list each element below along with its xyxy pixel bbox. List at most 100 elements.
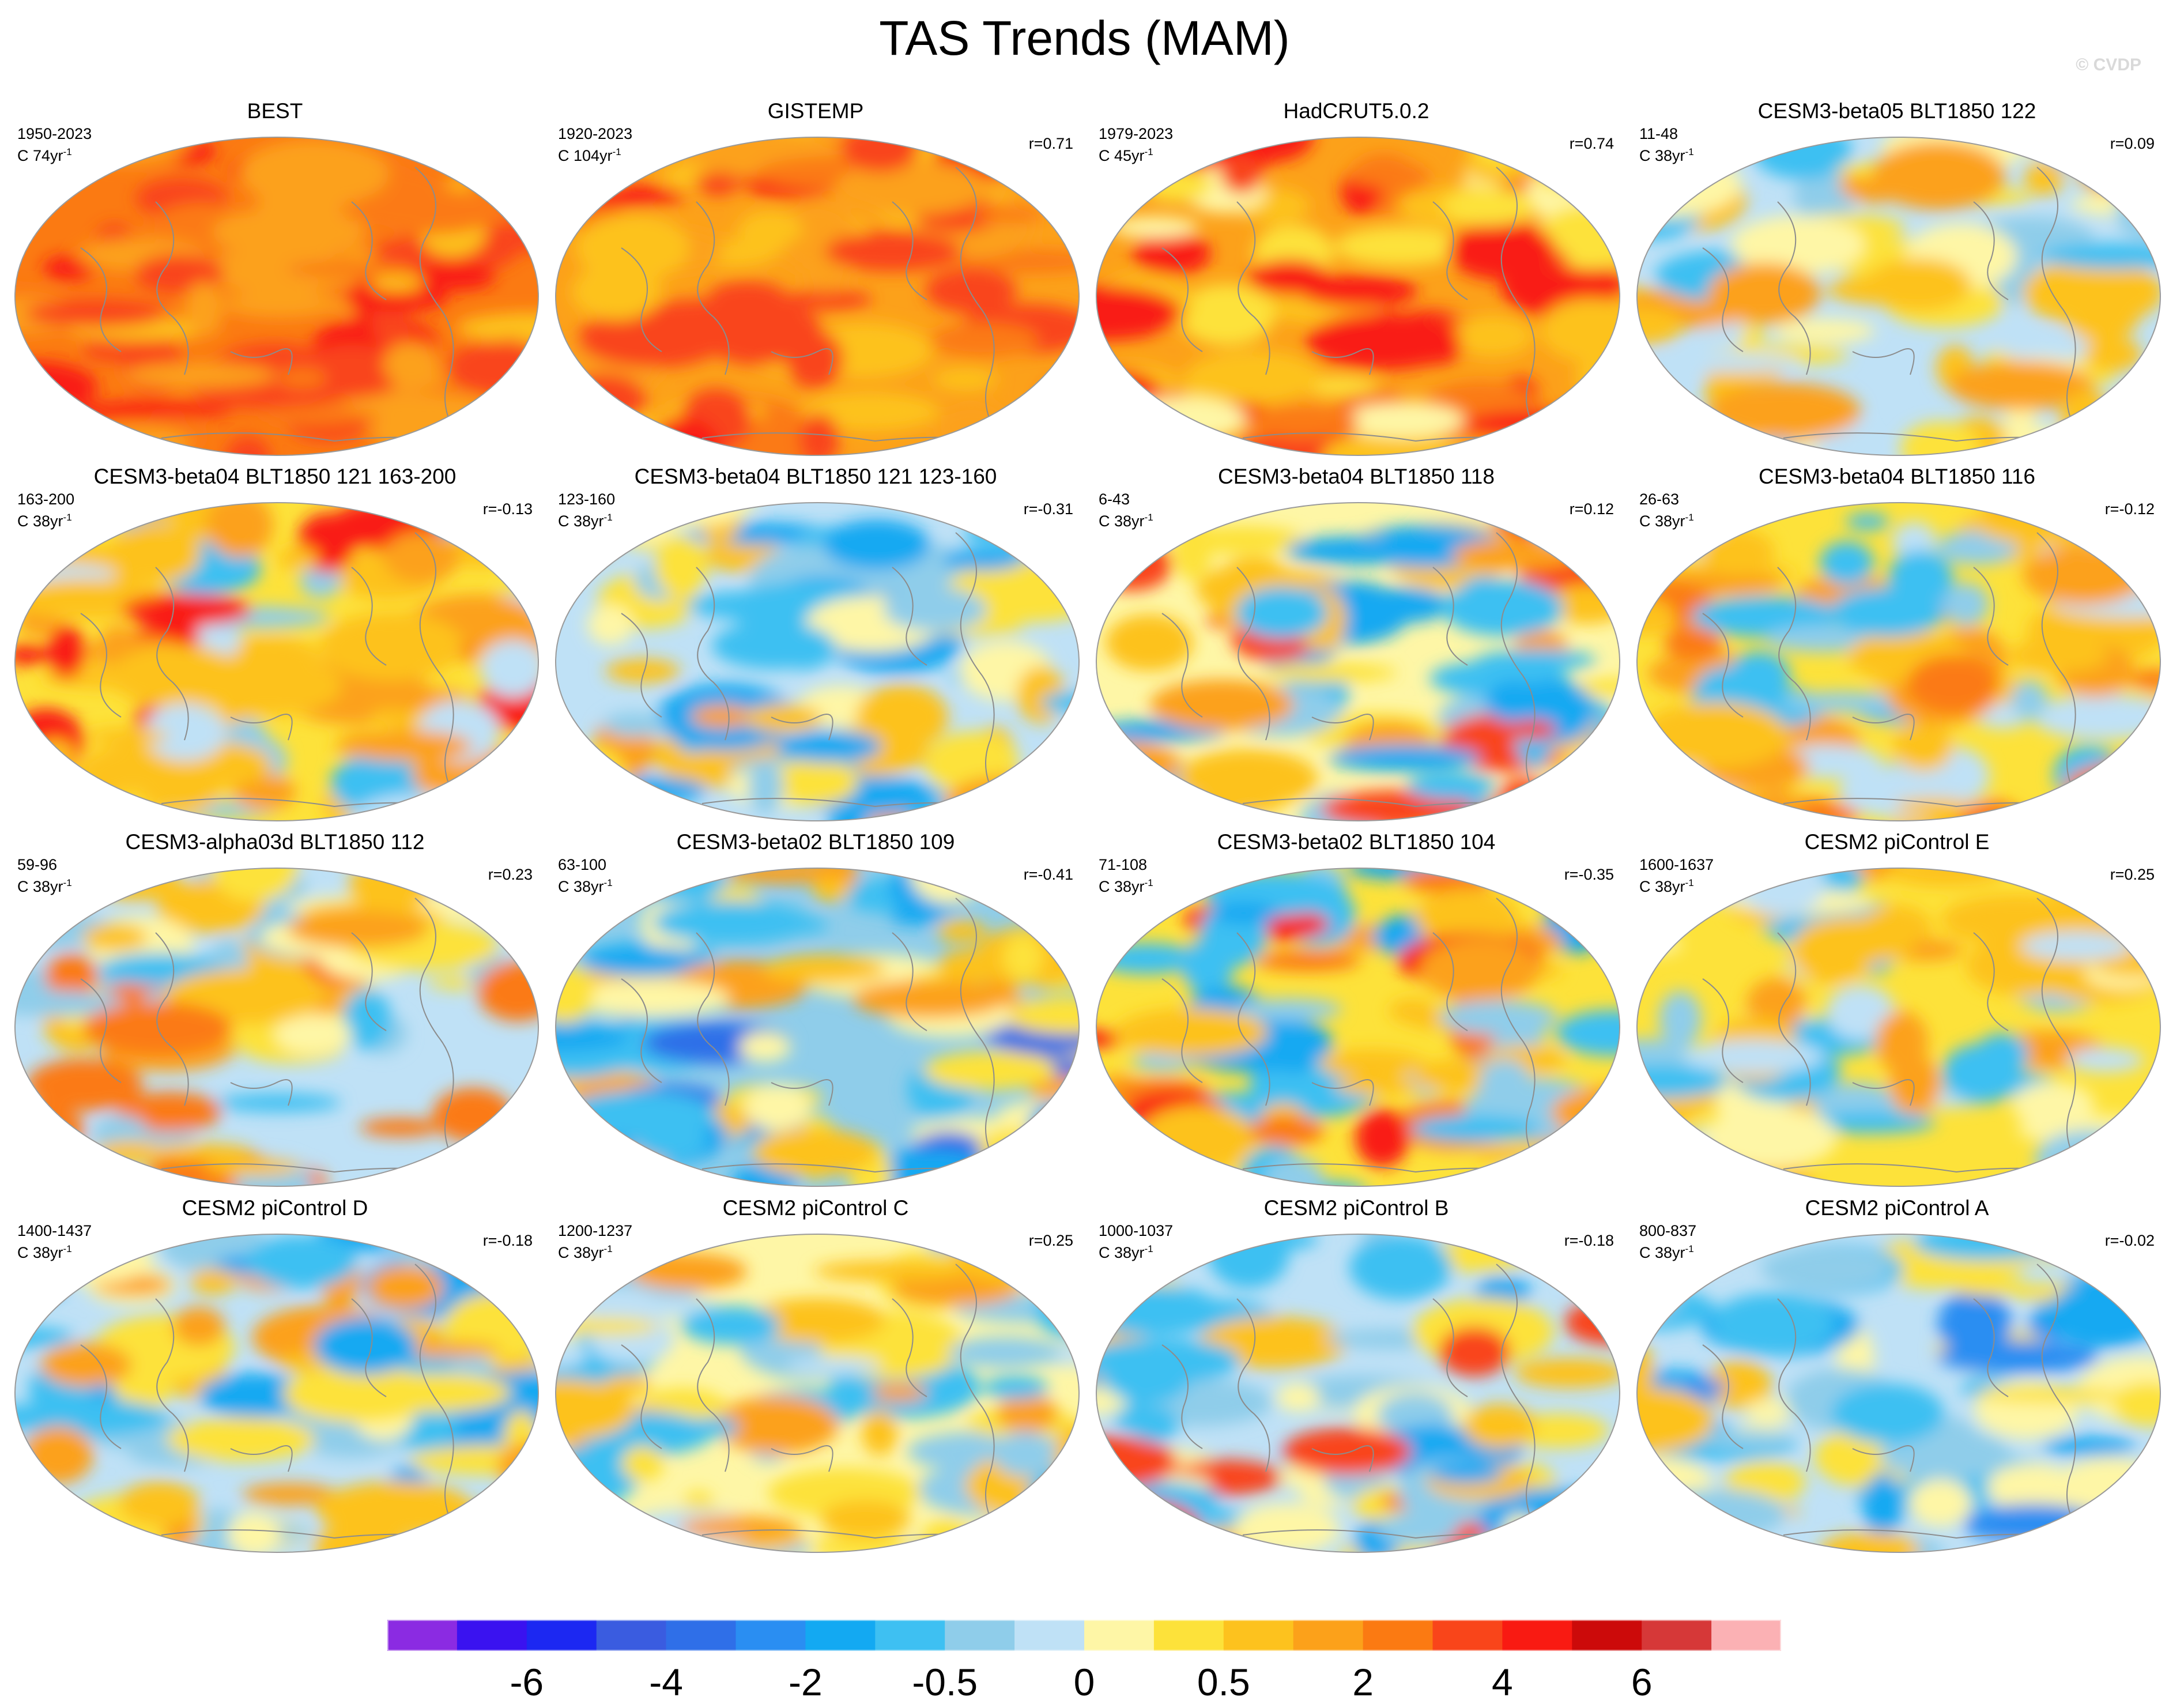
field-blob: [1819, 1532, 1921, 1552]
panel-years: 1200-1237: [558, 1222, 633, 1239]
coastline: [892, 932, 927, 1031]
field-blob: [1659, 991, 1702, 1047]
coastline: [1236, 567, 1270, 741]
panel-title: HadCRUT5.0.2: [1283, 99, 1429, 123]
coastline: [351, 932, 387, 1031]
field-blob: [982, 1234, 1079, 1257]
panel-title: CESM3-beta04 BLT1850 116: [1759, 465, 2035, 488]
field-blob: [1706, 1360, 1772, 1409]
field-blob: [560, 746, 626, 807]
field-blob: [360, 1118, 442, 1137]
field-blob: [1439, 1000, 1558, 1035]
field-blob: [1908, 1479, 1972, 1526]
field-blob: [1096, 1339, 1240, 1383]
field-blob: [620, 504, 676, 544]
coastline: [1432, 1298, 1468, 1397]
field-blob: [1173, 514, 1212, 581]
field-blob: [428, 419, 538, 455]
coastline: [230, 714, 293, 741]
field-blob: [983, 1376, 1048, 1399]
map-panel: CESM3-beta04 BLT1850 121 123-160 123-160 C…: [548, 465, 1084, 822]
panel-length-value: C 38yr: [17, 512, 63, 530]
field-blob: [1463, 148, 1536, 183]
field-blob: [752, 1129, 878, 1176]
field-blob: [483, 1166, 538, 1186]
field-blob: [1647, 353, 1801, 372]
map-panel: CESM2 piControl A 800-837 C 38yr-1 r=-0.02: [1629, 1196, 2165, 1554]
map-border: [1096, 502, 1620, 821]
colorbar-box: [1711, 1620, 1781, 1651]
colorbar-box: [1084, 1620, 1155, 1651]
field-blob: [748, 1298, 885, 1343]
field-blob: [99, 625, 136, 665]
panel-correlation: r=-0.18: [1564, 1232, 1614, 1249]
panel-years: 11-48: [1639, 125, 1678, 142]
field-blob: [448, 137, 538, 163]
field-blob: [1708, 383, 1861, 440]
field-blob: [2117, 1237, 2160, 1302]
field-blob: [556, 185, 688, 207]
field-blob: [71, 402, 233, 418]
panel-period: 1920-2023 C 104yr-1: [558, 125, 632, 165]
colorbar-box: [1363, 1620, 1433, 1651]
panel-correlation: r=0.25: [2110, 866, 2155, 883]
coastline: [1236, 932, 1270, 1106]
field-blob: [603, 1375, 651, 1394]
field-blob: [556, 1145, 655, 1162]
field-blob: [212, 868, 298, 902]
coastline: [351, 201, 387, 300]
coastline: [955, 1264, 997, 1530]
field-blob: [1100, 749, 1136, 795]
field-blob: [1023, 523, 1071, 556]
coastline: [155, 932, 189, 1106]
field-blob: [1453, 1539, 1563, 1552]
panel-length-value: C 38yr: [1099, 878, 1145, 895]
field-blob: [1299, 275, 1418, 307]
field-blob: [86, 728, 169, 744]
field-blob: [745, 1084, 810, 1131]
colorbar-tick-label: -0.5: [912, 1661, 978, 1703]
field-blob: [1545, 892, 1620, 920]
field-blob: [823, 519, 930, 570]
map-border: [14, 502, 539, 821]
panel-period: 1600-1637 C 38yr-1: [1639, 855, 1714, 896]
field-blob: [925, 268, 1017, 313]
panel-correlation: r=-0.41: [1023, 866, 1073, 883]
trend-map: [1096, 1234, 1620, 1553]
field-blob: [1644, 1489, 1786, 1539]
field-blob: [1727, 651, 1790, 699]
field-blob: [1142, 804, 1246, 821]
field-blob: [23, 1426, 93, 1484]
field-blob: [300, 564, 341, 598]
field-blob: [991, 137, 1051, 172]
panel-years: 123-160: [558, 491, 616, 508]
field-blob: [1263, 663, 1397, 683]
trend-map: [555, 137, 1080, 456]
field-blob: [1096, 1234, 1154, 1273]
coastline: [696, 1298, 730, 1472]
panel-length: C 38yr-1: [1639, 1240, 1696, 1262]
panel-length-value: C 38yr: [17, 878, 63, 895]
field-blob: [2021, 932, 2133, 960]
panel-years: 26-63: [1639, 491, 1680, 508]
field-blob: [568, 137, 606, 164]
colorbar-box: [1502, 1620, 1572, 1651]
panel-period: 6-43 C 38yr-1: [1099, 490, 1153, 530]
field-blob: [814, 1261, 970, 1281]
field-blob: [367, 1265, 443, 1309]
field-blob: [2131, 669, 2160, 690]
field-blob: [689, 1417, 740, 1437]
field-blob: [563, 1091, 715, 1139]
field-blob: [432, 1088, 513, 1142]
field-blob: [1565, 790, 1613, 821]
panel-years: 1000-1037: [1099, 1222, 1174, 1239]
panel-period: 1200-1237 C 38yr-1: [558, 1221, 632, 1262]
field-blob: [283, 1365, 437, 1423]
field-blob: [937, 949, 1001, 984]
field-blob: [1096, 1178, 1134, 1186]
field-blob: [1140, 802, 1193, 821]
colorbar-box: [1293, 1620, 1364, 1651]
field-blob: [402, 137, 538, 152]
panel-length-exponent: -1: [63, 512, 72, 523]
field-blob: [1476, 650, 1597, 670]
